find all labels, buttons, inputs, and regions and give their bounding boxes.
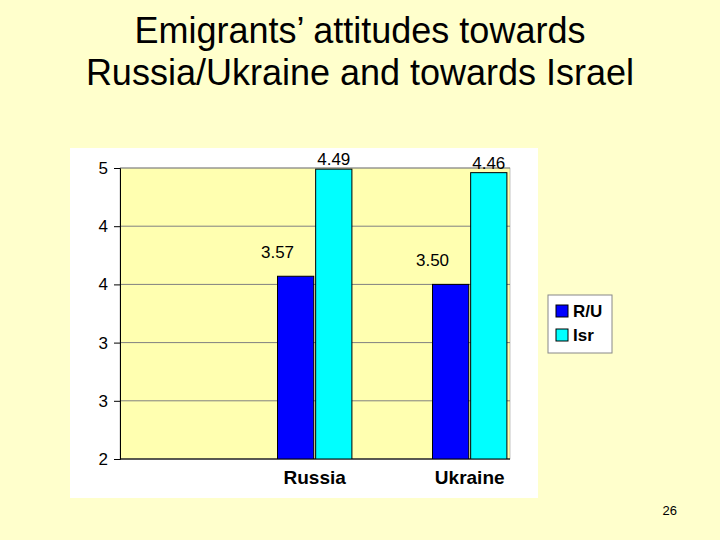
legend-swatch <box>556 329 568 341</box>
y-tick-label: 3 <box>99 392 108 411</box>
y-tick: 4 <box>99 275 120 294</box>
y-tick-mark <box>114 459 120 460</box>
data-label: 4.49 <box>317 150 350 169</box>
legend-swatch <box>556 305 568 317</box>
grid-line <box>120 226 510 227</box>
x-axis: Russia Ukraine <box>284 459 505 488</box>
data-label: 3.50 <box>416 251 449 270</box>
bar <box>278 276 314 459</box>
y-tick: 4 <box>99 217 120 236</box>
y-tick-mark <box>114 168 120 169</box>
plot-area <box>120 168 510 459</box>
y-tick-label: 5 <box>99 159 108 178</box>
data-labels: 3.57 3.50 4.49 4.46 <box>261 150 505 270</box>
bar <box>471 173 507 459</box>
bar <box>433 284 469 459</box>
y-tick: 2 <box>99 450 120 469</box>
legend-box <box>548 295 612 353</box>
y-tick-mark <box>114 284 120 285</box>
y-axis: 2 3 3 4 4 5 <box>99 159 121 469</box>
y-tick-label: 4 <box>99 275 108 294</box>
y-tick: 3 <box>99 334 120 353</box>
grid-line <box>120 168 510 169</box>
y-tick-mark <box>114 226 120 227</box>
data-label: 4.46 <box>472 154 505 173</box>
legend-label: Isr <box>573 326 594 345</box>
y-axis-line <box>114 169 121 460</box>
chart: 2 3 3 4 4 5 Russia Ukraine 3.57 3.50 4.49 4.46 R/U Is… <box>0 0 720 540</box>
legend-label: R/U <box>573 302 602 321</box>
x-tick: Ukraine <box>435 459 505 488</box>
y-tick-label: 3 <box>99 334 108 353</box>
y-tick-label: 2 <box>99 450 108 469</box>
x-tick-label: Ukraine <box>435 467 505 488</box>
annotation: 26 <box>663 503 677 518</box>
legend: R/U Isr <box>548 295 612 353</box>
y-tick-label: 4 <box>99 217 108 236</box>
data-label: 3.57 <box>261 243 294 262</box>
chart-area <box>70 148 538 498</box>
y-tick: 5 <box>99 159 120 178</box>
bar <box>316 169 352 459</box>
y-tick: 3 <box>99 392 120 411</box>
bars <box>278 169 507 459</box>
x-tick-label: Russia <box>284 467 347 488</box>
y-tick-mark <box>114 343 120 344</box>
y-tick-mark <box>114 401 120 402</box>
x-tick: Russia <box>284 459 347 488</box>
chart-title: Emigrants’ attitudes towards Russia/Ukra… <box>30 10 690 94</box>
